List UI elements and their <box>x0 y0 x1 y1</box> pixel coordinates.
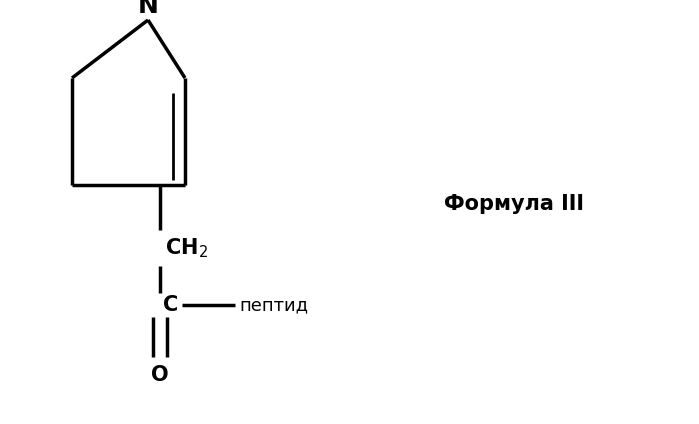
Text: CH$_2$: CH$_2$ <box>165 236 208 260</box>
Text: N: N <box>138 0 159 18</box>
Text: O: O <box>151 365 169 385</box>
Text: Формула III: Формула III <box>444 193 584 214</box>
Text: C: C <box>163 295 178 315</box>
Text: пептид: пептид <box>239 296 308 314</box>
